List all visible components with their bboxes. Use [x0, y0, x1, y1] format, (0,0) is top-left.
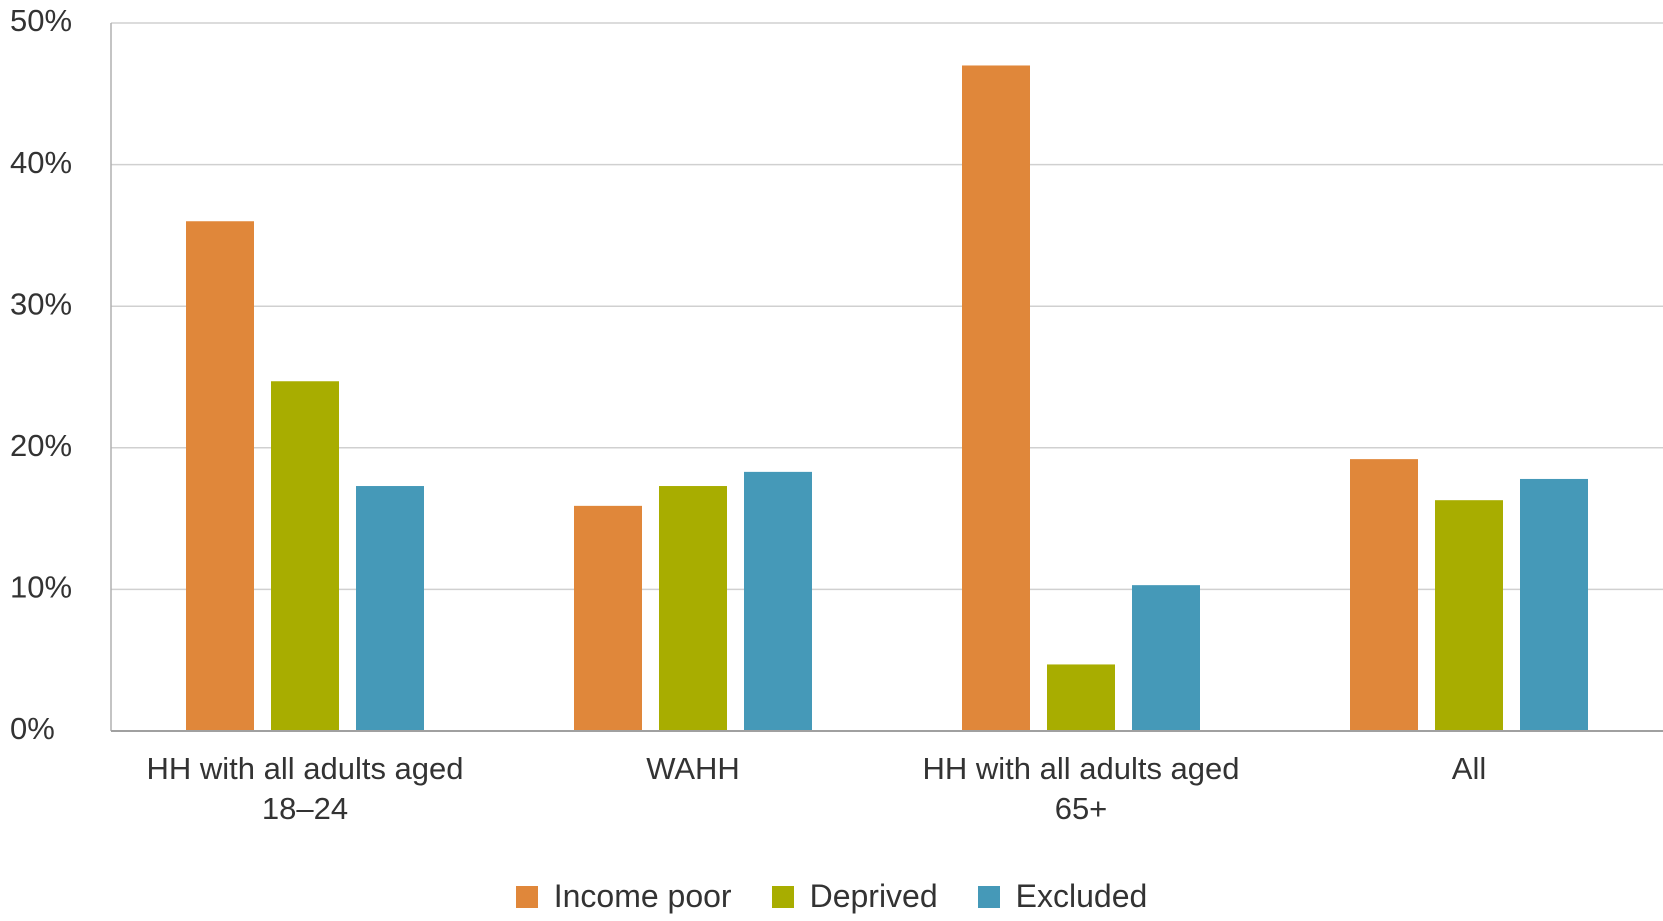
bar [1435, 500, 1503, 731]
bar [186, 221, 254, 732]
x-tick-label: WAHH [646, 751, 740, 786]
bar [744, 471, 812, 731]
bar [1132, 585, 1200, 731]
bar [574, 505, 642, 731]
legend: Income poor Deprived Excluded [0, 878, 1663, 915]
y-tick-label: 40% [10, 145, 72, 180]
y-tick-label: 10% [10, 570, 72, 605]
legend-swatch [771, 885, 794, 908]
x-tick-label: All [1451, 751, 1487, 786]
legend-item: Income poor [515, 878, 732, 915]
legend-swatch [977, 885, 1000, 908]
y-tick-label: 50% [10, 3, 72, 38]
y-tick-label: 20% [10, 428, 72, 463]
legend-item: Excluded [977, 878, 1148, 915]
legend-item: Deprived [771, 878, 938, 915]
bar [1520, 478, 1588, 731]
x-tick-label: HH with all adults aged 65+ [922, 751, 1240, 826]
x-tick-label: HH with all adults aged 18–24 [146, 751, 464, 826]
legend-label: Deprived [809, 878, 938, 914]
bar [1047, 664, 1115, 731]
bar [962, 65, 1030, 732]
legend-swatch [515, 885, 538, 908]
y-tick-label: 30% [10, 286, 72, 321]
bar [271, 381, 339, 731]
y-tick-label: 0% [10, 711, 55, 746]
bar [1350, 459, 1418, 731]
legend-label: Excluded [1015, 878, 1148, 914]
bar [356, 486, 424, 731]
bar [659, 486, 727, 731]
legend-label: Income poor [553, 878, 732, 914]
